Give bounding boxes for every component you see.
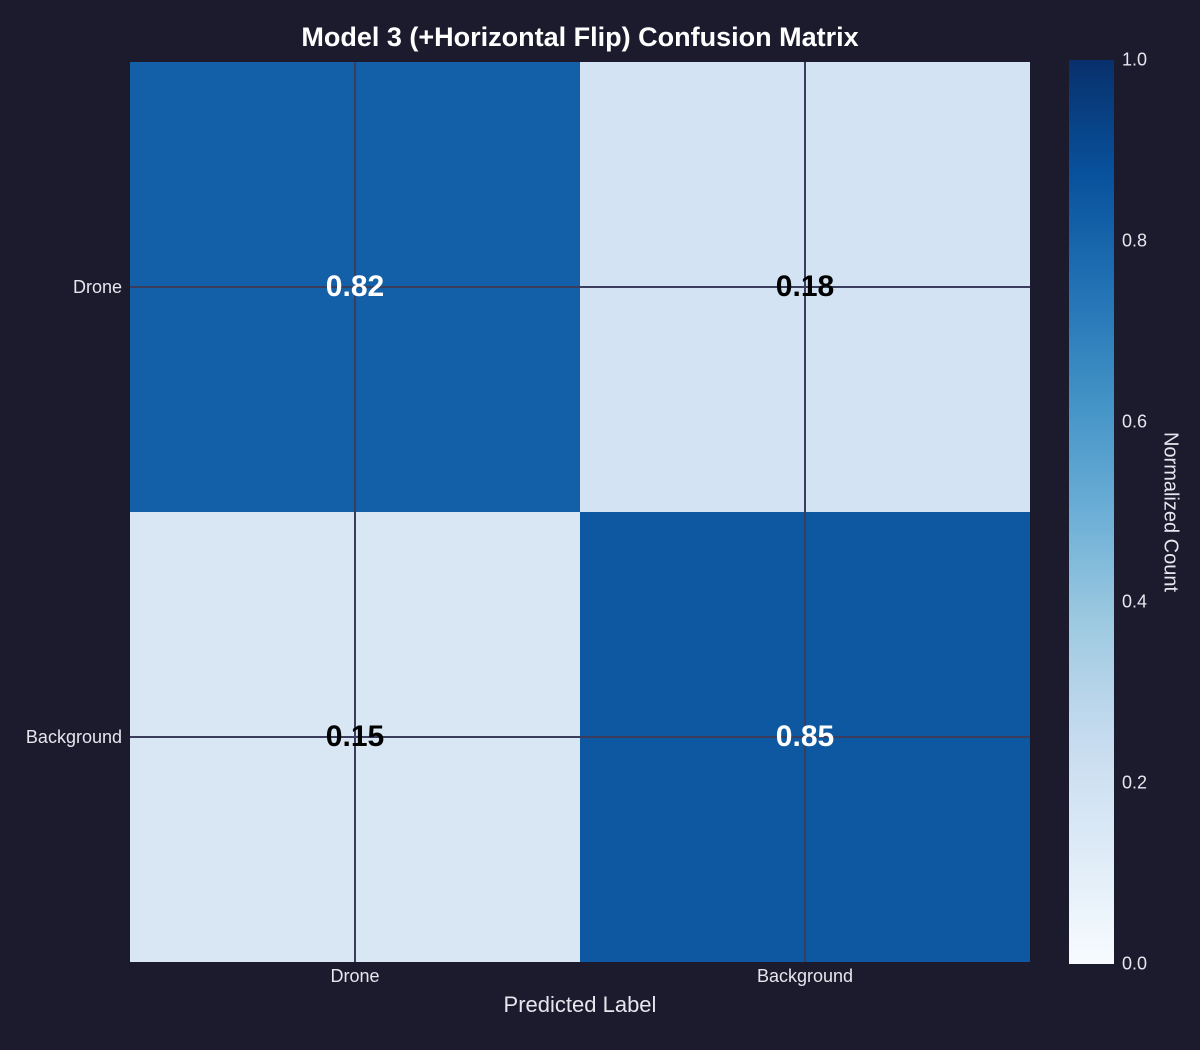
colorbar [1069,60,1114,964]
y-tick-label: Drone [72,277,122,297]
cell-value: 0.85 [775,720,835,753]
colorbar-label: Normalized Count [1159,431,1182,593]
colorbar-tick: 0.2 [1122,772,1148,793]
cell-value: 0.82 [325,270,385,303]
x-tick-label: Drone [330,966,380,986]
x-tick-label: Background [756,966,854,986]
gridline [130,736,1030,738]
colorbar-tick: 0.6 [1122,411,1148,432]
chart-title: Model 3 (+Horizontal Flip) Confusion Mat… [301,22,859,52]
colorbar-tick: 1.0 [1122,49,1148,70]
gridline [354,62,356,962]
y-tick-label: Background [25,727,122,747]
cell-value: 0.15 [325,720,385,753]
colorbar-tick: 0.0 [1122,953,1148,974]
confusion-matrix: 0.82 0.18 0.15 0.85 [130,62,1030,962]
gridline [804,62,806,962]
x-axis-label: Predicted Label [503,992,657,1017]
gridline [130,286,1030,288]
colorbar-tick: 0.8 [1122,230,1148,251]
cell-value: 0.18 [775,270,835,303]
colorbar-tick: 0.4 [1122,591,1148,612]
